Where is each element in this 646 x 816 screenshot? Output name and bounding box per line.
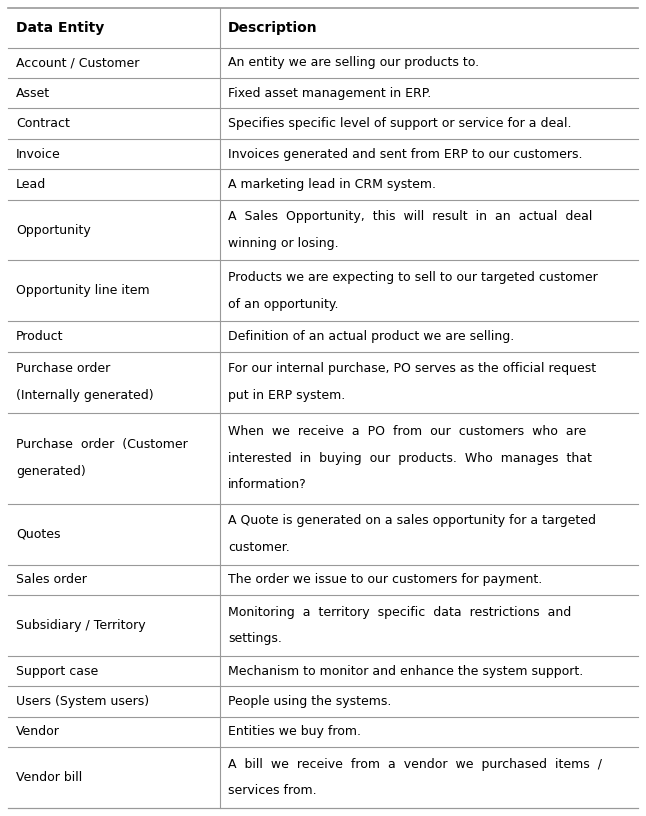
Text: settings.: settings.	[228, 632, 282, 645]
Text: Opportunity: Opportunity	[16, 224, 90, 237]
Text: Fixed asset management in ERP.: Fixed asset management in ERP.	[228, 86, 432, 100]
Text: interested  in  buying  our  products.  Who  manages  that: interested in buying our products. Who m…	[228, 452, 592, 464]
Text: Account / Customer: Account / Customer	[16, 56, 139, 69]
Text: When  we  receive  a  PO  from  our  customers  who  are: When we receive a PO from our customers …	[228, 425, 587, 438]
Text: generated): generated)	[16, 465, 85, 478]
Text: People using the systems.: People using the systems.	[228, 695, 391, 708]
Text: Description: Description	[228, 20, 318, 35]
Text: A  bill  we  receive  from  a  vendor  we  purchased  items  /: A bill we receive from a vendor we purch…	[228, 758, 602, 770]
Text: Support case: Support case	[16, 664, 98, 677]
Text: Asset: Asset	[16, 86, 50, 100]
Text: An entity we are selling our products to.: An entity we are selling our products to…	[228, 56, 479, 69]
Text: Data Entity: Data Entity	[16, 20, 104, 35]
Text: services from.: services from.	[228, 784, 317, 797]
Text: Subsidiary / Territory: Subsidiary / Territory	[16, 619, 145, 632]
Text: Purchase order: Purchase order	[16, 362, 110, 375]
Text: (Internally generated): (Internally generated)	[16, 389, 153, 402]
Text: winning or losing.: winning or losing.	[228, 237, 339, 250]
Text: Vendor bill: Vendor bill	[16, 771, 82, 784]
Text: Mechanism to monitor and enhance the system support.: Mechanism to monitor and enhance the sys…	[228, 664, 583, 677]
Text: Definition of an actual product we are selling.: Definition of an actual product we are s…	[228, 330, 514, 343]
Text: Invoice: Invoice	[16, 148, 61, 161]
Text: Products we are expecting to sell to our targeted customer: Products we are expecting to sell to our…	[228, 271, 598, 284]
Text: Quotes: Quotes	[16, 528, 60, 541]
Text: A Quote is generated on a sales opportunity for a targeted: A Quote is generated on a sales opportun…	[228, 514, 596, 527]
Text: customer.: customer.	[228, 541, 290, 554]
Text: Lead: Lead	[16, 178, 46, 191]
Text: Contract: Contract	[16, 117, 70, 130]
Text: Product: Product	[16, 330, 63, 343]
Text: information?: information?	[228, 478, 307, 491]
Text: A  Sales  Opportunity,  this  will  result  in  an  actual  deal: A Sales Opportunity, this will result in…	[228, 211, 592, 223]
Text: Opportunity line item: Opportunity line item	[16, 285, 149, 297]
Text: Sales order: Sales order	[16, 574, 87, 587]
Text: Specifies specific level of support or service for a deal.: Specifies specific level of support or s…	[228, 117, 572, 130]
Text: Vendor: Vendor	[16, 725, 59, 738]
Text: Entities we buy from.: Entities we buy from.	[228, 725, 361, 738]
Text: The order we issue to our customers for payment.: The order we issue to our customers for …	[228, 574, 542, 587]
Text: of an opportunity.: of an opportunity.	[228, 298, 339, 311]
Text: For our internal purchase, PO serves as the official request: For our internal purchase, PO serves as …	[228, 362, 596, 375]
Text: Monitoring  a  territory  specific  data  restrictions  and: Monitoring a territory specific data res…	[228, 605, 571, 619]
Text: A marketing lead in CRM system.: A marketing lead in CRM system.	[228, 178, 436, 191]
Text: Invoices generated and sent from ERP to our customers.: Invoices generated and sent from ERP to …	[228, 148, 583, 161]
Text: Purchase  order  (Customer: Purchase order (Customer	[16, 438, 187, 451]
Text: Users (System users): Users (System users)	[16, 695, 149, 708]
Text: put in ERP system.: put in ERP system.	[228, 389, 346, 402]
